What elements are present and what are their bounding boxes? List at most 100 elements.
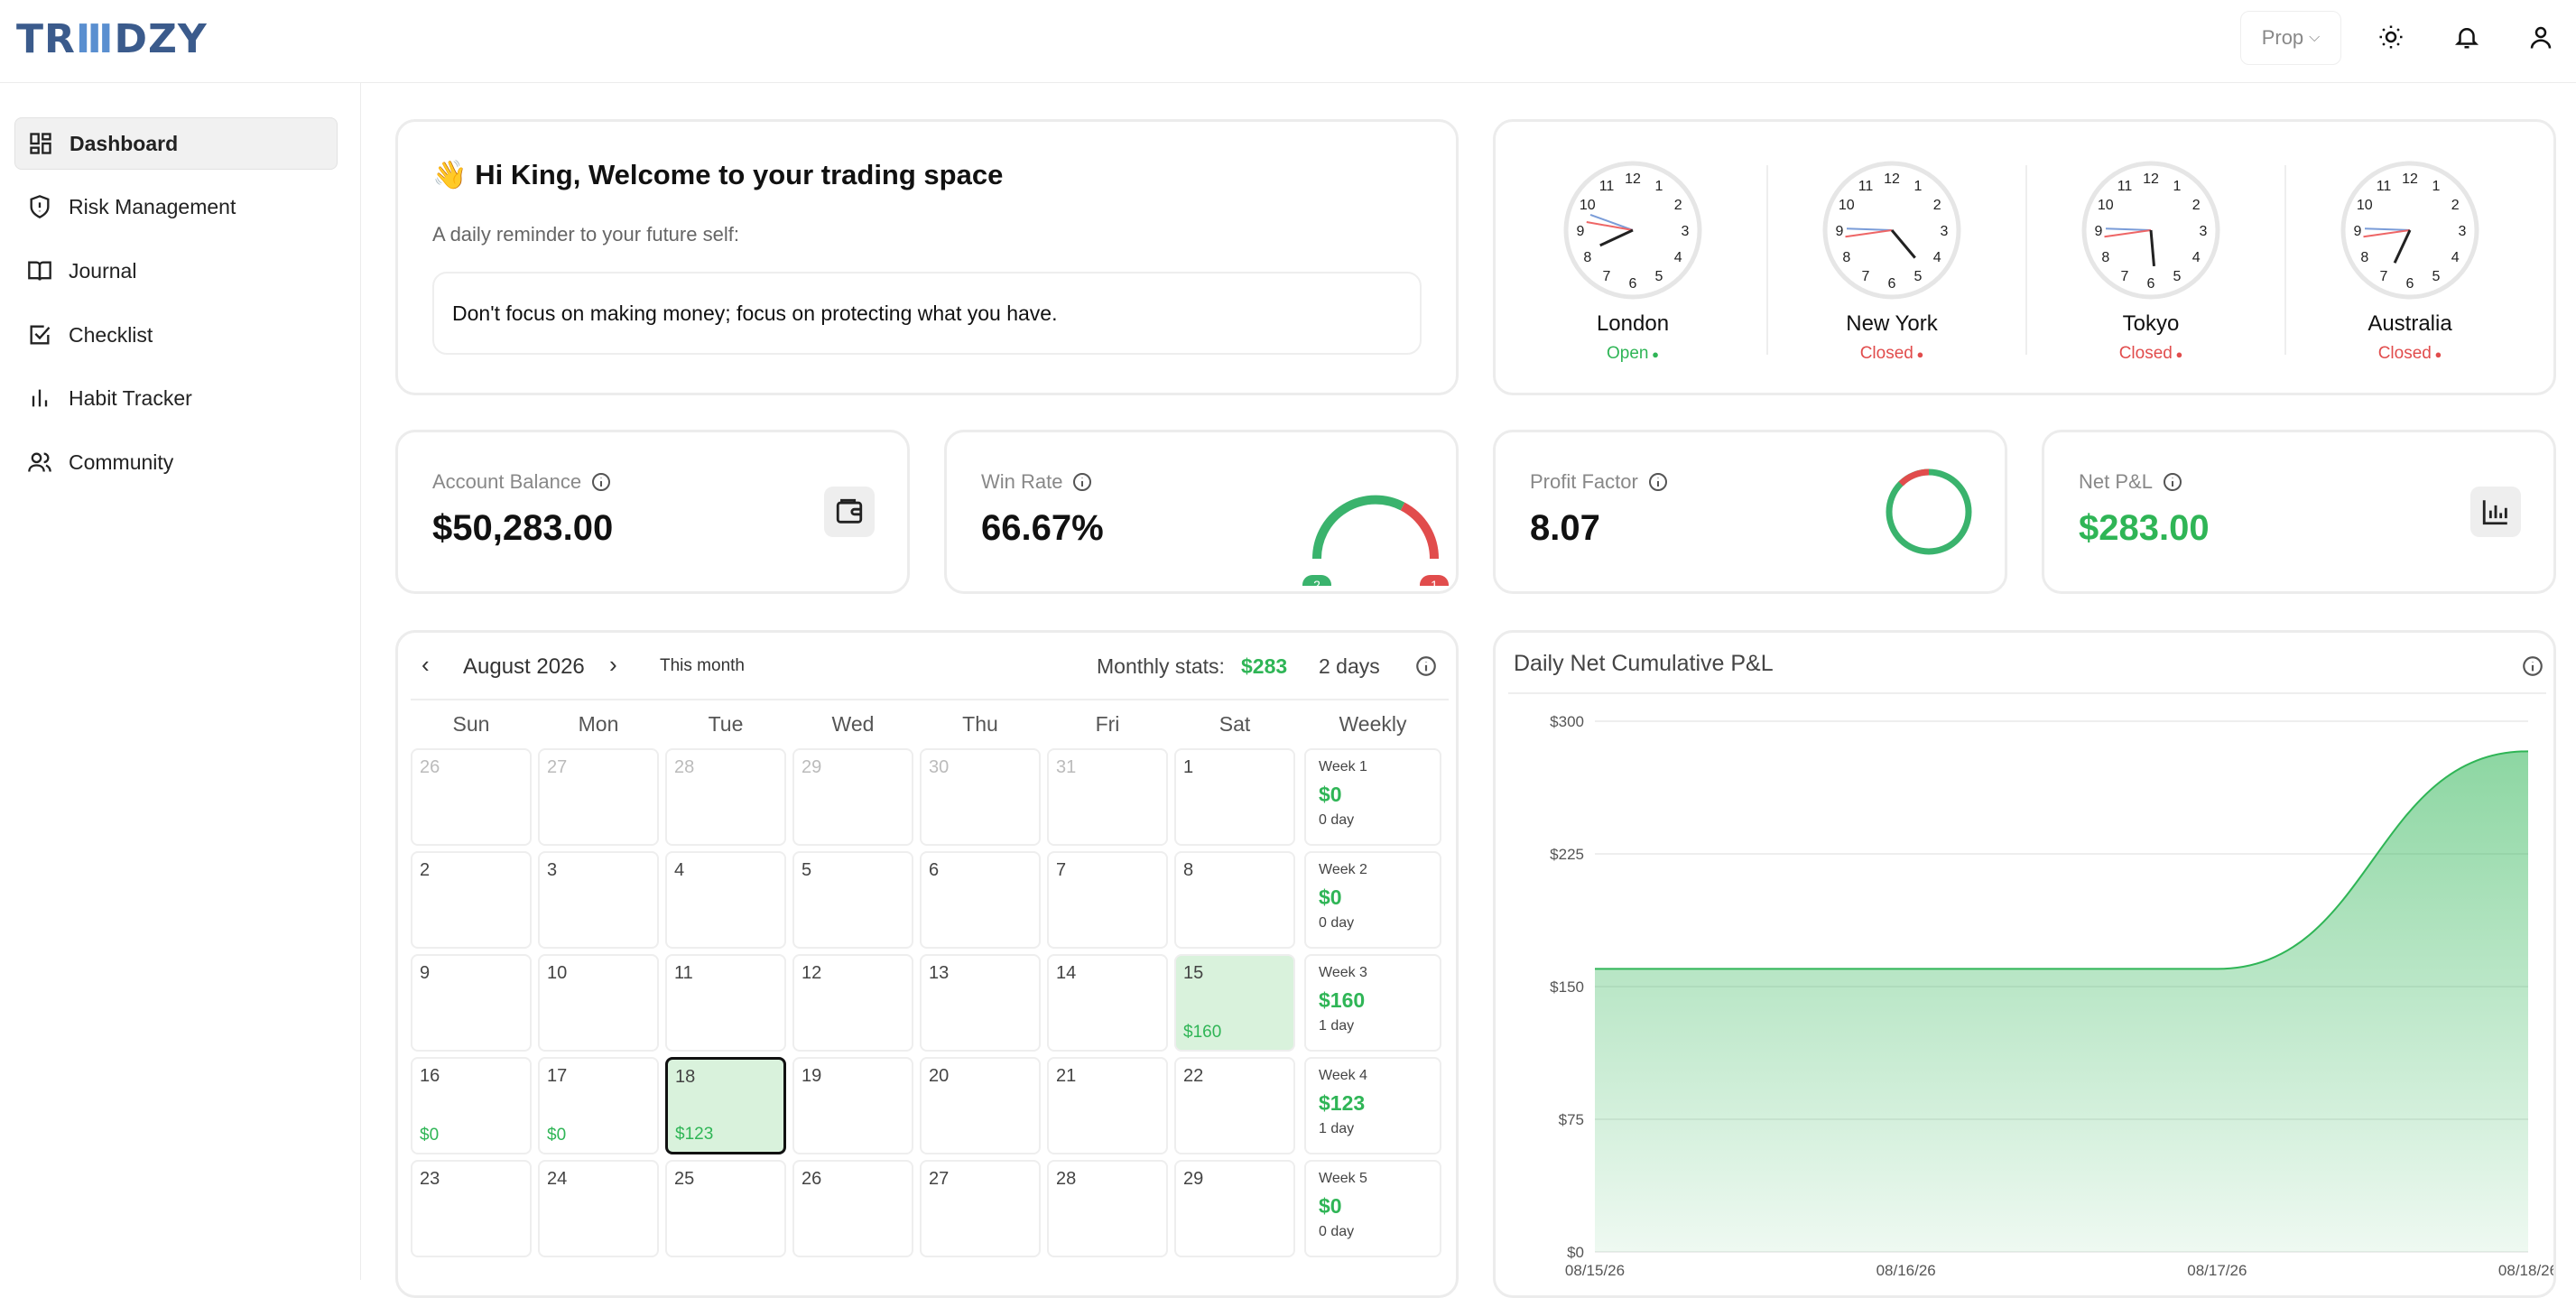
sidebar-item-risk-management[interactable]: Risk Management <box>14 181 338 233</box>
stat-value: $283.00 <box>2079 508 2210 548</box>
clock-numeral: 3 <box>2200 224 2208 239</box>
info-icon[interactable] <box>1071 471 1093 493</box>
status-dot-icon: ● <box>1648 348 1659 361</box>
calendar-day[interactable]: 17 $0 <box>538 1057 659 1154</box>
sidebar-item-habit-tracker[interactable]: Habit Tracker <box>14 372 338 424</box>
clock-numeral: 11 <box>2117 179 2133 194</box>
info-icon[interactable] <box>1414 654 1438 678</box>
weekly-summary: Week 2 $0 0 day <box>1304 851 1441 949</box>
calendar-day[interactable]: 9 <box>411 954 532 1052</box>
clock-numeral: 4 <box>1933 250 1941 265</box>
day-number: 2 <box>420 860 431 880</box>
calendar-day[interactable]: 29 <box>1174 1160 1295 1257</box>
calendar-header: ‹ August 2026 › This month Monthly stats… <box>398 633 1456 701</box>
clock-numeral: 4 <box>2192 250 2201 265</box>
divider <box>1508 692 2546 694</box>
calendar-day[interactable]: 28 <box>1047 1160 1168 1257</box>
account-mode-select[interactable]: Prop ⌵ <box>2240 11 2341 65</box>
clock-city: London <box>1596 311 1670 336</box>
calendar-day[interactable]: 20 <box>920 1057 1041 1154</box>
day-pnl: $0 <box>547 1126 567 1145</box>
day-number: 3 <box>547 860 558 880</box>
calendar-day[interactable]: 30 <box>920 748 1041 846</box>
calendar-day[interactable]: 5 <box>792 851 913 949</box>
sidebar-item-label: Habit Tracker <box>69 385 192 410</box>
day-number: 27 <box>547 757 568 777</box>
sidebar-item-checklist[interactable]: Checklist <box>14 309 338 361</box>
calendar-day[interactable]: 14 <box>1047 954 1168 1052</box>
week-pnl: $0 <box>1319 885 1342 909</box>
calendar-day[interactable]: 29 <box>792 748 913 846</box>
weekday-header: Sun <box>452 712 490 736</box>
calendar-day[interactable]: 24 <box>538 1160 659 1257</box>
second-hand <box>1586 220 1634 231</box>
clock-numeral: 5 <box>1914 269 1923 284</box>
day-number: 28 <box>674 757 695 777</box>
info-icon[interactable] <box>590 471 612 493</box>
calendar-day[interactable]: 23 <box>411 1160 532 1257</box>
calendar-day[interactable]: 27 <box>920 1160 1041 1257</box>
day-number: 26 <box>420 757 440 777</box>
clock-australia: 1 2 3 4 5 6 7 8 9 10 11 12 Australia Closed ● <box>2329 158 2491 364</box>
calendar-day[interactable]: 2 <box>411 851 532 949</box>
calendar-day[interactable]: 15 $160 <box>1174 954 1295 1052</box>
calendar-day[interactable]: 1 <box>1174 748 1295 846</box>
info-icon[interactable] <box>2521 654 2544 678</box>
calendar-day[interactable]: 12 <box>792 954 913 1052</box>
day-number: 20 <box>929 1066 950 1086</box>
week-label: Week 2 <box>1319 862 1367 877</box>
hour-hand <box>1599 228 1634 247</box>
stat-label-text: Profit Factor <box>1530 470 1638 493</box>
stat-label: Win Rate <box>981 470 1093 494</box>
calendar-day[interactable]: 21 <box>1047 1057 1168 1154</box>
day-number: 29 <box>1183 1169 1204 1189</box>
calendar-day[interactable]: 6 <box>920 851 1041 949</box>
this-month-button[interactable]: This month <box>660 656 745 675</box>
calendar-day[interactable]: 13 <box>920 954 1041 1052</box>
sidebar-item-community[interactable]: Community <box>14 436 338 488</box>
day-pnl: $160 <box>1183 1023 1222 1042</box>
calendar-day[interactable]: 18 $123 <box>665 1057 786 1154</box>
day-number: 23 <box>420 1169 440 1189</box>
calendar-day[interactable]: 16 $0 <box>411 1057 532 1154</box>
sidebar-item-dashboard[interactable]: Dashboard <box>14 117 338 170</box>
clock-numeral: 10 <box>2357 198 2373 213</box>
wins-badge <box>1302 575 1331 586</box>
calendar-day[interactable]: 3 <box>538 851 659 949</box>
stat-label: Account Balance <box>432 470 612 494</box>
loss-ring-arc <box>1898 468 1930 487</box>
clock-numeral: 2 <box>1674 198 1682 213</box>
logo-text: TR <box>16 16 76 62</box>
calendar-day[interactable]: 31 <box>1047 748 1168 846</box>
calendar-day[interactable]: 4 <box>665 851 786 949</box>
calendar-day[interactable]: 10 <box>538 954 659 1052</box>
calendar-day[interactable]: 7 <box>1047 851 1168 949</box>
notifications-button[interactable] <box>2446 16 2488 58</box>
info-icon[interactable] <box>2162 471 2183 493</box>
week-label: Week 1 <box>1319 759 1367 774</box>
calendar-day[interactable]: 26 <box>411 748 532 846</box>
calendar-day[interactable]: 25 <box>665 1160 786 1257</box>
chevron-left-icon[interactable]: ‹ <box>422 651 430 678</box>
calendar-day[interactable]: 26 <box>792 1160 913 1257</box>
chevron-right-icon[interactable]: › <box>609 651 617 678</box>
week-days: 1 day <box>1319 1121 1355 1136</box>
y-tick-label: $225 <box>1550 846 1584 863</box>
logo[interactable]: TRⅢDZY <box>16 16 208 62</box>
top-bar: TRⅢDZY Prop ⌵ <box>0 0 2576 83</box>
calendar-day[interactable]: 8 <box>1174 851 1295 949</box>
calendar-day[interactable]: 28 <box>665 748 786 846</box>
stat-label: Profit Factor <box>1530 470 1669 494</box>
calendar-day[interactable]: 22 <box>1174 1057 1295 1154</box>
calendar-day[interactable]: 11 <box>665 954 786 1052</box>
calendar-day[interactable]: 27 <box>538 748 659 846</box>
calendar-day[interactable]: 19 <box>792 1057 913 1154</box>
day-number: 19 <box>802 1066 822 1086</box>
day-number: 16 <box>420 1066 440 1086</box>
theme-toggle-button[interactable] <box>2370 16 2412 58</box>
info-icon[interactable] <box>1647 471 1669 493</box>
sidebar-item-journal[interactable]: Journal <box>14 245 338 297</box>
minute-hand <box>1846 227 1893 231</box>
profile-button[interactable] <box>2520 16 2562 58</box>
